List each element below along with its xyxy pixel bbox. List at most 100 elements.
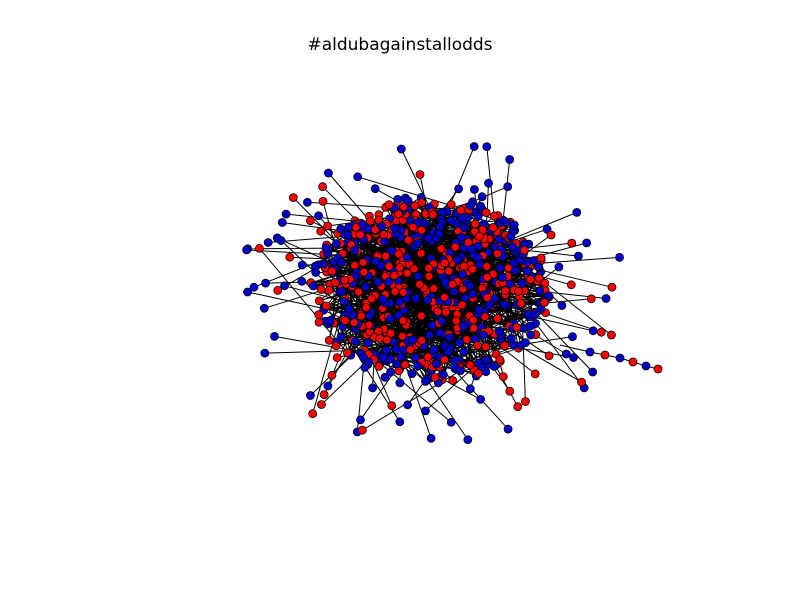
graph-node-red (400, 360, 410, 370)
graph-node-blue (440, 277, 450, 287)
graph-node-blue (569, 353, 578, 362)
graph-node-blue (429, 345, 439, 355)
graph-node-blue (501, 218, 511, 227)
graph-node-blue (350, 245, 360, 255)
graph-node-red (389, 271, 399, 280)
graph-node-blue (373, 277, 383, 287)
graph-node-red (402, 268, 412, 278)
graph-node-blue (377, 221, 387, 231)
graph-node-red (540, 298, 549, 308)
graph-node-red (390, 287, 400, 296)
graph-node-red (577, 377, 586, 387)
graph-node-red (394, 209, 403, 219)
graph-node-blue (260, 348, 270, 358)
graph-node-blue (302, 197, 312, 207)
graph-edge (301, 280, 479, 374)
graph-node-red (600, 350, 610, 360)
graph-node-blue (386, 314, 395, 323)
graph-node-blue (459, 223, 469, 233)
graph-node-red (469, 323, 479, 333)
graph-node-red (495, 355, 505, 365)
graph-node-blue (494, 235, 504, 244)
graph-node-blue (392, 359, 402, 369)
graph-node-red (481, 342, 491, 352)
graph-node-blue (446, 215, 456, 225)
graph-node-blue (314, 211, 324, 221)
graph-node-blue (337, 286, 347, 296)
graph-node-red (327, 266, 337, 276)
graph-node-blue (466, 244, 476, 254)
graph-node-blue (371, 256, 381, 266)
graph-node-blue (396, 144, 406, 154)
graph-node-blue (476, 201, 485, 211)
graph-node-red (342, 348, 352, 358)
graph-node-red (285, 252, 295, 262)
graph-node-blue (270, 331, 279, 341)
graph-node-red (473, 368, 483, 378)
graph-node-red (327, 370, 337, 380)
graph-node-blue (386, 367, 396, 377)
graph-node-red (489, 211, 499, 221)
graph-node-blue (243, 287, 252, 297)
graph-node-blue (402, 253, 412, 262)
graph-node-blue (390, 223, 399, 233)
graph-node-blue (525, 321, 535, 331)
graph-node-blue (356, 415, 365, 425)
graph-node-red (316, 400, 326, 409)
graph-node-red (321, 301, 331, 311)
graph-node-blue (508, 242, 517, 252)
graph-node-blue (261, 278, 271, 288)
graph-node-blue (413, 238, 423, 248)
graph-edge (559, 344, 591, 353)
graph-node-red (439, 292, 449, 302)
graph-node-red (316, 226, 326, 236)
graph-node-red (330, 278, 340, 288)
graph-node-blue (423, 233, 433, 243)
graph-node-red (488, 223, 498, 232)
graph-node-red (364, 320, 374, 330)
graph-node-blue (574, 251, 583, 261)
graph-node-blue (350, 336, 360, 346)
graph-node-red (314, 317, 324, 327)
graph-node-red (530, 369, 540, 379)
graph-node-blue (242, 245, 252, 255)
graph-node-blue (509, 220, 519, 230)
graph-node-red (482, 272, 492, 282)
graph-node-red (470, 219, 480, 229)
graph-node-blue (380, 372, 390, 382)
graph-node-blue (568, 332, 577, 342)
graph-node-red (319, 390, 329, 400)
graph-node-red (273, 285, 283, 295)
graph-node-blue (561, 349, 571, 359)
graph-node-blue (588, 367, 598, 377)
graph-node-red (428, 210, 438, 220)
graph-node-red (324, 335, 334, 345)
graph-node-blue (484, 178, 493, 188)
graph-node-red (415, 279, 425, 289)
graph-node-red (381, 251, 391, 261)
graph-node-red (399, 202, 409, 212)
graph-node-blue (459, 347, 469, 357)
graph-node-red (424, 271, 434, 281)
graph-node-red (451, 316, 461, 326)
graph-node-blue (425, 330, 435, 340)
graph-node-blue (421, 376, 430, 386)
graph-node-red (440, 258, 450, 268)
graph-node-red (384, 200, 394, 210)
graph-node-red (415, 170, 425, 179)
graph-node-blue (481, 355, 491, 365)
graph-node-blue (344, 304, 354, 314)
graph-node-blue (411, 353, 421, 363)
graph-node-blue (445, 332, 454, 342)
graph-node-red (308, 409, 318, 419)
graph-node-red (429, 283, 439, 293)
graph-node-red (384, 261, 394, 271)
graph-node-red (387, 401, 397, 411)
graph-node-blue (530, 310, 539, 320)
graph-node-red (534, 273, 544, 283)
graph-node-red (416, 248, 426, 258)
graph-node-blue (517, 278, 527, 288)
graph-node-blue (478, 330, 488, 340)
graph-node-red (331, 341, 341, 351)
graph-node-red (544, 351, 554, 361)
